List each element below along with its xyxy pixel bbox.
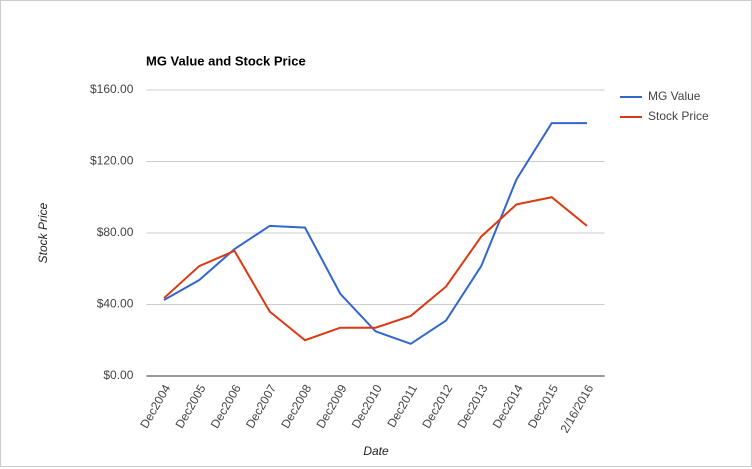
legend-label: Stock Price (648, 109, 709, 123)
y-axis-title: Stock Price (36, 202, 50, 263)
chart-title: MG Value and Stock Price (146, 53, 306, 68)
legend-label: MG Value (648, 89, 701, 103)
x-axis-title: Date (363, 444, 389, 458)
y-tick-label: $0.00 (103, 368, 133, 382)
series-line (163, 196, 588, 342)
y-tick-label: $160.00 (90, 82, 134, 96)
y-tick-label: $80.00 (97, 225, 134, 239)
y-tick-label: $120.00 (90, 154, 134, 168)
y-tick-label: $40.00 (97, 297, 134, 311)
series-line (163, 122, 587, 345)
